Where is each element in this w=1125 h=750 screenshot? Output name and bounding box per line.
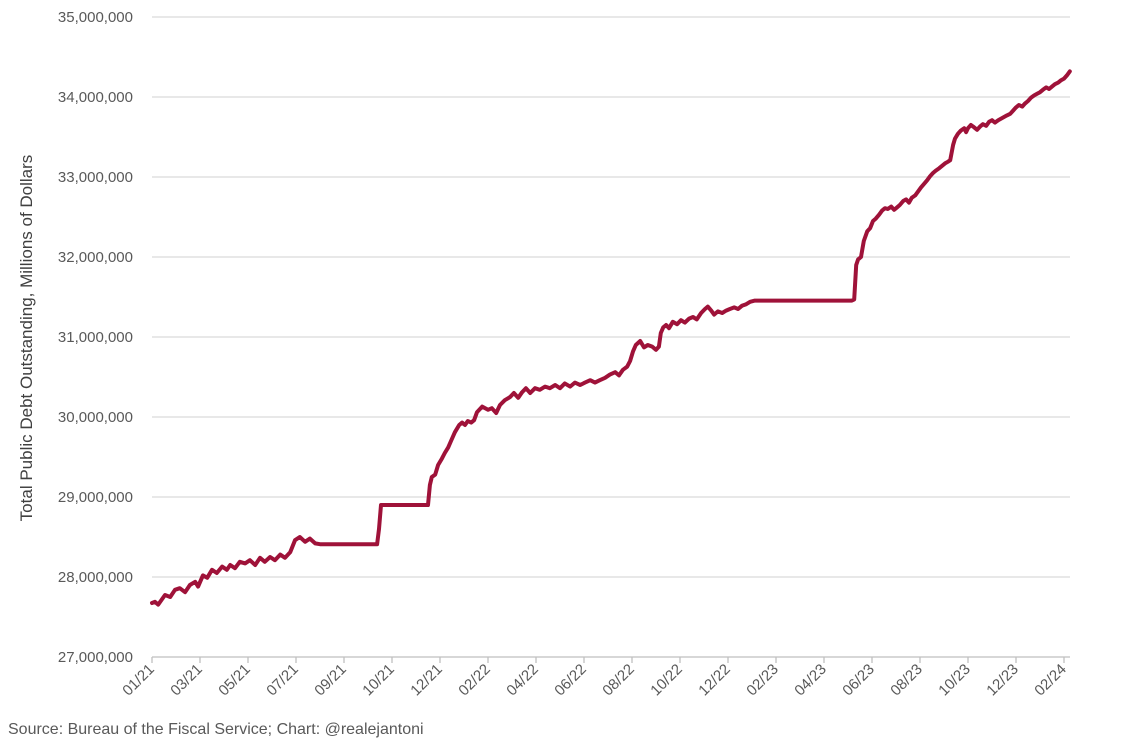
- x-tick-label: 02/22: [455, 661, 494, 700]
- x-tick-label: 02/23: [743, 661, 782, 700]
- x-tick-label: 12/23: [983, 661, 1022, 700]
- x-tick-label: 05/21: [215, 661, 254, 700]
- x-tick-label: 10/22: [647, 661, 686, 700]
- debt-line-series: [150, 69, 1072, 607]
- x-tick-label: 09/21: [311, 661, 350, 700]
- y-tick-label: 33,000,000: [58, 169, 133, 186]
- y-axis-title: Total Public Debt Outstanding, Millions …: [17, 154, 36, 522]
- x-tick-label: 07/21: [263, 661, 302, 700]
- x-tick-label: 12/21: [407, 661, 446, 700]
- x-tick-label: 08/23: [887, 661, 926, 700]
- x-tick-label: 04/23: [791, 661, 830, 700]
- x-tick-label: 06/22: [551, 661, 590, 700]
- x-tick-label: 03/21: [167, 661, 206, 700]
- x-tick-label: 01/21: [119, 661, 158, 700]
- x-tick-label: 04/22: [503, 661, 542, 700]
- x-tick-label: 02/24: [1031, 661, 1070, 700]
- x-tick-label: 12/22: [695, 661, 734, 700]
- y-tick-label: 34,000,000: [58, 89, 133, 106]
- x-tick-label: 10/21: [359, 661, 398, 700]
- y-tick-label: 31,000,000: [58, 329, 133, 346]
- x-tick-label: 06/23: [839, 661, 878, 700]
- y-tick-label: 27,000,000: [58, 649, 133, 666]
- y-tick-label: 29,000,000: [58, 489, 133, 506]
- y-tick-label: 30,000,000: [58, 409, 133, 426]
- x-tick-label: 10/23: [935, 661, 974, 700]
- y-tick-label: 28,000,000: [58, 569, 133, 586]
- y-tick-label: 32,000,000: [58, 249, 133, 266]
- y-tick-label: 35,000,000: [58, 9, 133, 26]
- source-note: Source: Bureau of the Fiscal Service; Ch…: [8, 721, 424, 738]
- x-tick-label: 08/22: [599, 661, 638, 700]
